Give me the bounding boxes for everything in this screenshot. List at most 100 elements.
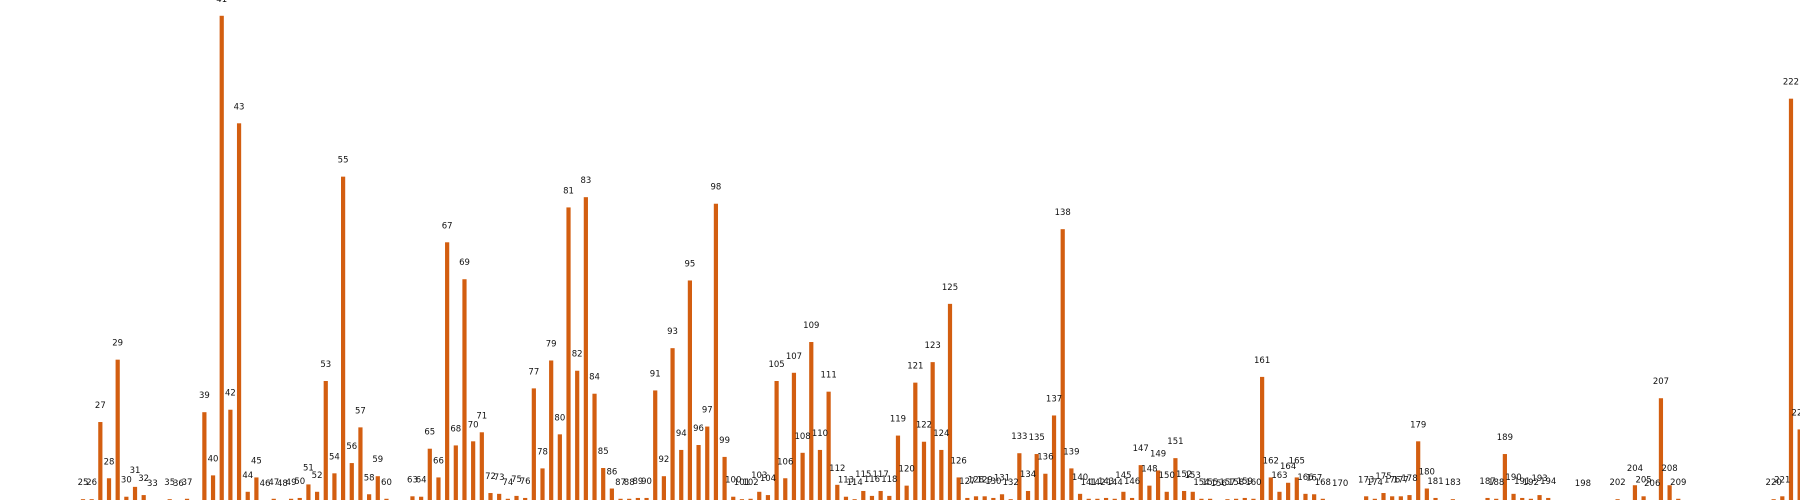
bar-label: 159 [1237, 477, 1253, 487]
bar [1797, 429, 1800, 500]
bar-label: 74 [502, 478, 513, 488]
bar-label: 192 [1523, 478, 1539, 488]
bar-label: 45 [251, 456, 262, 466]
bar [1077, 493, 1083, 500]
bar [488, 493, 493, 500]
bar [653, 390, 658, 500]
bar [800, 452, 805, 500]
bar [332, 473, 337, 500]
bar [367, 494, 372, 500]
bar [540, 468, 545, 500]
bar [783, 478, 788, 500]
bar-label: 206 [1644, 479, 1660, 489]
bar [1147, 485, 1152, 500]
bar [1424, 488, 1429, 500]
bar [1121, 491, 1126, 500]
bar-label: 113 [838, 476, 854, 486]
bar [1260, 376, 1265, 500]
bar [453, 445, 458, 500]
bar-label: 127 [959, 477, 975, 487]
bar [228, 409, 233, 500]
bar-label: 118 [881, 475, 897, 485]
bar [210, 475, 216, 500]
bar-label: 90 [641, 477, 652, 487]
bar-label: 202 [1609, 478, 1625, 488]
bar-label: 162 [1263, 456, 1279, 466]
bar [1511, 493, 1516, 500]
bar [1234, 498, 1239, 500]
bar [1025, 490, 1031, 500]
bar [1173, 458, 1178, 500]
bar-label: 151 [1167, 437, 1183, 447]
bar [184, 498, 190, 500]
bar [1398, 496, 1403, 500]
bar-label: 158 [1228, 478, 1244, 488]
bar-label: 126 [951, 456, 967, 466]
bar-label: 112 [829, 464, 845, 474]
bar-label: 194 [1540, 477, 1556, 487]
bar-label: 104 [760, 474, 776, 484]
bar-label: 86 [606, 468, 617, 478]
bar [1112, 498, 1117, 500]
bar [826, 391, 831, 500]
bar [843, 496, 849, 500]
bar [1060, 229, 1065, 500]
bar-label: 95 [684, 259, 695, 269]
bar-label: 53 [320, 360, 331, 370]
bar-label: 69 [459, 258, 470, 268]
bar-label: 114 [847, 478, 863, 488]
bar-label: 177 [1393, 475, 1409, 485]
bar-label: 105 [768, 360, 784, 370]
bar-label: 207 [1653, 377, 1669, 387]
bar-label: 71 [476, 411, 487, 421]
bar-label: 98 [710, 183, 721, 193]
bar-label: 101 [734, 478, 750, 488]
bar [1286, 482, 1291, 500]
bar-label: 68 [450, 424, 461, 434]
bar [1658, 398, 1664, 500]
bar [1320, 498, 1325, 500]
bar-label: 44 [242, 471, 253, 481]
bar-label: 99 [719, 436, 730, 446]
bar-label: 107 [786, 352, 802, 362]
bar-label: 25 [78, 478, 89, 488]
bar-label: 163 [1271, 471, 1287, 481]
bar-label: 187 [1479, 477, 1495, 487]
bar [505, 498, 510, 500]
bar-label: 102 [742, 478, 758, 488]
bar [314, 491, 320, 500]
bar-label: 134 [1020, 470, 1036, 480]
bar-label: 40 [208, 454, 219, 464]
bar-label: 193 [1531, 474, 1547, 484]
bar-label: 46 [260, 479, 271, 489]
bar [445, 242, 450, 500]
bar [1069, 468, 1074, 500]
bar-label: 148 [1141, 465, 1157, 475]
bar-label: 176 [1384, 475, 1400, 485]
bar [991, 497, 996, 500]
bar-label: 149 [1150, 449, 1166, 459]
bar-label: 87 [615, 478, 626, 488]
bar-label: 37 [182, 478, 193, 488]
bar-label: 181 [1427, 477, 1443, 487]
bar [419, 496, 424, 500]
bar [375, 476, 380, 500]
bar-label: 222 [1783, 78, 1799, 88]
bar [1667, 485, 1672, 500]
bar-label: 59 [372, 455, 383, 465]
bar [1485, 497, 1490, 500]
bar-label: 189 [1497, 433, 1513, 443]
bar-label: 76 [520, 477, 531, 487]
bar-label: 204 [1627, 464, 1643, 474]
bar-label: 48 [277, 479, 288, 489]
bar-label: 89 [632, 477, 643, 487]
bar-label: 220 [1766, 478, 1782, 488]
bar [705, 426, 710, 500]
bar [644, 497, 649, 500]
bar [1242, 497, 1247, 500]
bar [1780, 496, 1785, 500]
bar-label: 223 [1792, 408, 1800, 418]
bar-label: 32 [138, 474, 149, 484]
bar [679, 449, 684, 500]
